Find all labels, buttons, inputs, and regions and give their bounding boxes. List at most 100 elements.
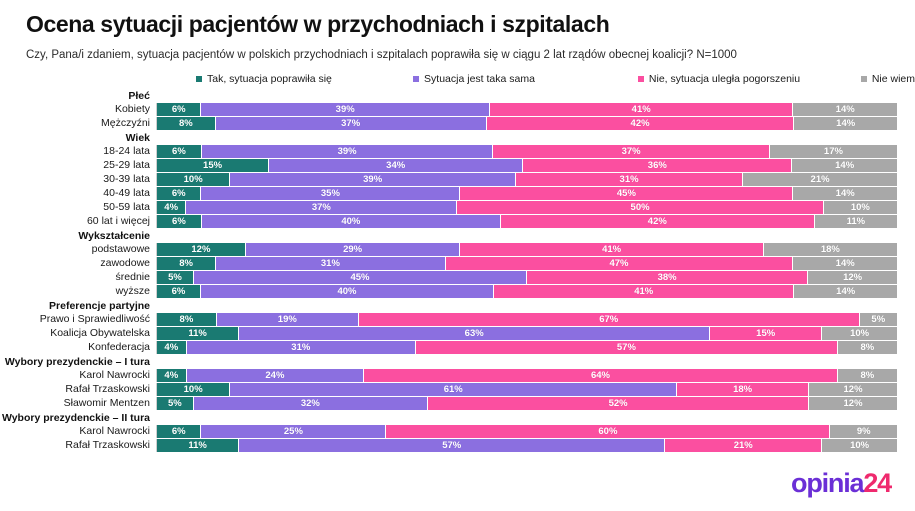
bar-value-label: 15% [203,159,223,171]
bar-segment-2[interactable]: 36% [523,158,793,172]
bar-segment-0[interactable]: 15% [157,158,270,172]
bar-segment-0[interactable]: 10% [157,172,231,186]
chart-row: 18-24 lata 6% 39% 37% 17% [0,144,897,158]
bar-value-label: 60% [598,425,618,437]
bar-segment-3[interactable]: 21% [743,172,897,186]
bar-segment-2[interactable]: 45% [460,186,794,200]
bar-value-label: 19% [277,313,297,325]
bar-segment-3[interactable]: 17% [769,144,897,158]
bar-segment-2[interactable]: 38% [527,270,809,284]
bar-segment-1[interactable]: 24% [186,368,365,382]
bar-segment-0[interactable]: 4% [157,368,187,382]
bar-segment-0[interactable]: 8% [157,256,217,270]
bar-segment-1[interactable]: 34% [269,158,524,172]
bar-segment-3[interactable]: 12% [809,382,897,396]
bar-segment-2[interactable]: 18% [677,382,810,396]
bar-segment-2[interactable]: 41% [460,242,764,256]
bar-value-label: 38% [657,271,677,283]
bar-segment-1[interactable]: 37% [186,200,458,214]
bar-segment-3[interactable]: 8% [837,368,897,382]
bar-segment-3[interactable]: 14% [794,116,897,130]
bar-segment-1[interactable]: 40% [200,284,495,298]
legend-item-2[interactable]: Nie, sytuacja uległa pogorszeniu [637,73,861,85]
bar-segment-0[interactable]: 6% [157,144,202,158]
bar-segment-0[interactable]: 6% [157,102,202,116]
stacked-bar: 8% 31% 47% 14% [156,256,897,270]
bar-segment-0[interactable]: 10% [157,382,231,396]
bar-segment-2[interactable]: 60% [386,424,831,438]
bar-segment-1[interactable]: 61% [230,382,678,396]
bar-segment-1[interactable]: 31% [216,256,446,270]
bar-segment-1[interactable]: 35% [201,186,461,200]
bar-segment-2[interactable]: 41% [489,102,794,116]
legend-item-3[interactable]: Nie wiem [860,73,915,85]
bar-segment-2[interactable]: 57% [415,340,838,354]
bar-segment-1[interactable]: 25% [201,424,387,438]
bar-segment-1[interactable]: 39% [230,172,516,186]
legend-label: Tak, sytuacja poprawiła się [207,72,332,85]
bar-segment-3[interactable]: 5% [859,312,897,326]
legend-item-0[interactable]: Tak, sytuacja poprawiła się [196,73,413,85]
chart-group: Wybory prezydenckie – I tura Karol Nawroc… [0,355,897,410]
bar-segment-3[interactable]: 8% [837,340,897,354]
bar-segment-1[interactable]: 39% [201,144,494,158]
chart-row: wyższe 6% 40% 41% 14% [0,284,897,298]
bar-segment-1[interactable]: 45% [194,270,527,284]
bar-segment-3[interactable]: 10% [822,438,897,452]
bar-segment-3[interactable]: 14% [793,186,897,200]
legend-item-1[interactable]: Sytuacja jest taka sama [413,73,638,85]
bar-segment-0[interactable]: 6% [157,424,202,438]
bar-segment-0[interactable]: 11% [157,326,240,340]
bar-segment-1[interactable]: 39% [201,102,490,116]
bar-segment-0[interactable]: 11% [157,438,240,452]
bar-value-label: 8% [179,257,193,269]
bar-segment-2[interactable]: 64% [364,368,838,382]
bar-segment-1[interactable]: 63% [239,326,711,340]
bar-segment-0[interactable]: 8% [157,116,216,130]
bar-segment-1[interactable]: 32% [193,396,429,410]
bar-segment-2[interactable]: 50% [457,200,824,214]
bar-segment-0[interactable]: 6% [157,186,202,200]
bar-segment-2[interactable]: 31% [516,172,744,186]
row-label: 18-24 lata [103,144,150,157]
bar-segment-2[interactable]: 41% [494,284,795,298]
bar-segment-2[interactable]: 15% [710,326,823,340]
bar-segment-0[interactable]: 12% [157,242,246,256]
row-label: Mężczyźni [100,116,150,129]
bar-segment-3[interactable]: 12% [809,396,897,410]
bar-segment-0[interactable]: 5% [157,270,194,284]
bar-segment-0[interactable]: 6% [157,284,201,298]
bar-segment-3[interactable]: 9% [830,424,897,438]
bar-segment-3[interactable]: 14% [793,256,897,270]
bar-segment-2[interactable]: 37% [493,144,770,158]
bar-segment-2[interactable]: 42% [486,116,795,130]
bar-segment-3[interactable]: 10% [823,200,897,214]
bar-segment-3[interactable]: 18% [763,242,897,256]
bar-segment-0[interactable]: 5% [157,396,194,410]
bar-segment-3[interactable]: 11% [814,214,897,228]
bar-segment-1[interactable]: 57% [239,438,666,452]
bar-segment-1[interactable]: 29% [245,242,461,256]
bar-segment-3[interactable]: 14% [793,102,897,116]
bar-segment-1[interactable]: 31% [186,340,416,354]
bar-segment-0[interactable]: 6% [157,214,202,228]
bar-segment-0[interactable]: 4% [157,340,187,354]
bar-segment-2[interactable]: 21% [665,438,823,452]
bar-segment-0[interactable]: 4% [157,200,187,214]
chart-row: Konfederacja 4% 31% 57% 8% [0,340,897,354]
bar-segment-3[interactable]: 10% [822,326,897,340]
bar-segment-3[interactable]: 12% [808,270,897,284]
bar-value-label: 35% [320,187,340,199]
bar-value-label: 31% [291,341,311,353]
bar-segment-2[interactable]: 47% [445,256,794,270]
bar-segment-1[interactable]: 37% [215,116,487,130]
bar-segment-3[interactable]: 14% [792,158,897,172]
bar-segment-2[interactable]: 67% [358,312,860,326]
bar-segment-1[interactable]: 40% [201,214,501,228]
bar-segment-0[interactable]: 8% [157,312,217,326]
bar-segment-3[interactable]: 14% [794,284,897,298]
row-label: 60 lat i więcej [86,214,150,227]
bar-segment-1[interactable]: 19% [216,312,359,326]
bar-segment-2[interactable]: 42% [500,214,815,228]
bar-segment-2[interactable]: 52% [428,396,810,410]
